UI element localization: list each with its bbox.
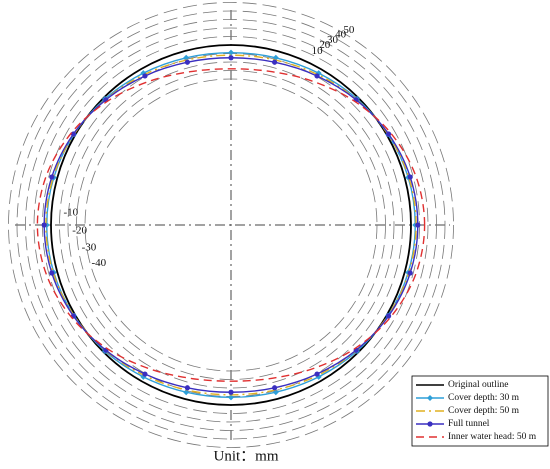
ring-grid	[33, 27, 429, 423]
point-marker	[385, 313, 392, 319]
ring-tick-label: -30	[82, 241, 97, 253]
point-marker	[70, 131, 77, 137]
point-marker	[228, 389, 234, 395]
point-marker	[407, 270, 413, 276]
point-marker	[142, 73, 148, 79]
point-marker	[314, 73, 320, 79]
ring-tick-label: 40	[335, 29, 347, 41]
point-marker	[228, 394, 234, 401]
point-marker	[142, 371, 148, 377]
ring-grid	[84, 78, 378, 372]
ring-grid	[25, 19, 437, 431]
legend-label: Full tunnel	[448, 419, 490, 429]
point-marker	[41, 222, 47, 228]
ring-grid	[16, 10, 446, 440]
point-marker	[184, 59, 190, 65]
ring-tick-label: -10	[64, 207, 79, 219]
point-marker	[272, 385, 278, 391]
point-marker	[407, 174, 413, 180]
legend-marker	[427, 421, 433, 427]
legend-label: Inner water head: 50 m	[448, 432, 537, 442]
legend-label: Cover depth: 30 m	[448, 393, 520, 403]
ring-tick-label: 30	[327, 34, 339, 46]
legend	[411, 375, 549, 447]
series-curve	[36, 68, 426, 382]
point-marker	[228, 49, 234, 56]
ring-grid	[76, 70, 386, 380]
point-marker	[385, 131, 392, 137]
point-marker	[184, 385, 190, 391]
point-marker	[49, 270, 55, 276]
unit-label: Unit：mm	[213, 448, 278, 464]
ring-grid	[67, 61, 395, 389]
ring-grid	[8, 2, 454, 448]
ring-tick-label: 10	[312, 45, 324, 57]
series-curve	[50, 44, 412, 406]
point-marker	[272, 59, 278, 65]
point-marker	[314, 371, 320, 377]
legend-label: Cover depth: 50 m	[448, 406, 520, 416]
point-marker	[415, 222, 421, 228]
point-marker	[49, 174, 55, 180]
ring-tick-label: 50	[343, 24, 355, 36]
legend-label: Original outline	[448, 380, 508, 390]
ring-tick-label: -40	[91, 257, 106, 269]
point-marker	[183, 54, 190, 61]
ring-tick-label: 20	[319, 39, 331, 51]
ring-tick-label: -20	[72, 224, 87, 236]
legend-marker	[427, 395, 433, 401]
point-marker	[228, 55, 234, 61]
